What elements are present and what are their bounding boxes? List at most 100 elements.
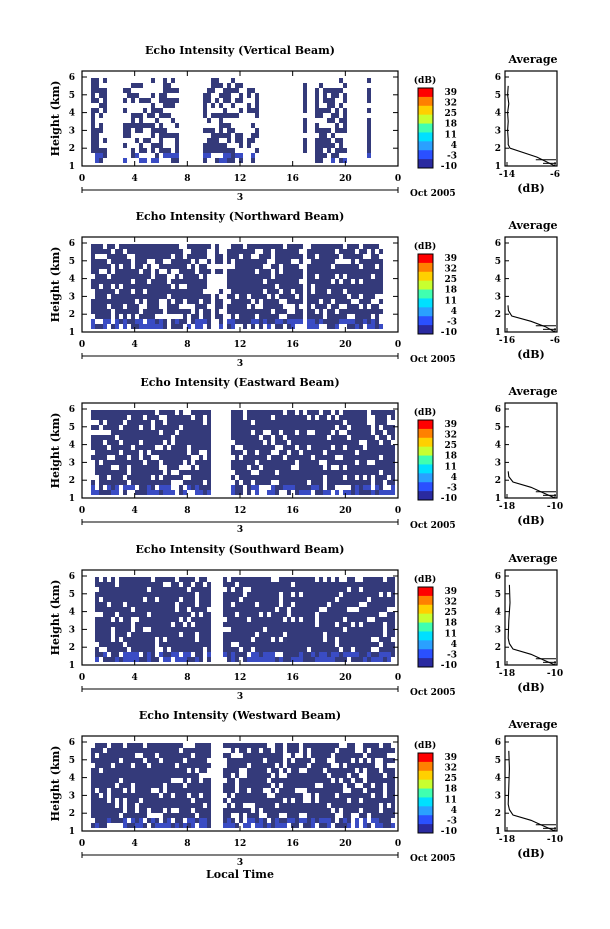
heatmap-cell [243,743,247,748]
heatmap-cell [179,607,183,612]
colorbar-swatch [418,753,433,763]
heatmap-cell [151,148,155,153]
heatmap-cell [183,577,187,582]
heatmap-cell [363,652,367,657]
heatmap-cell [231,299,235,304]
heatmap-cell [367,788,371,793]
heatmap-cell [91,284,95,289]
heatmap-cell [131,778,135,783]
heatmap-cell [203,465,207,470]
heatmap-cell [151,617,155,622]
heatmap-cell [323,410,327,415]
heatmap-cell [355,435,359,440]
heatmap-cell [183,420,187,425]
heatmap-cell [319,319,323,324]
heatmap-cell [127,657,131,662]
heatmap-cell [195,657,199,662]
heatmap-cell [135,743,139,748]
x-tick-label: 20 [339,174,352,184]
heatmap-cell [267,450,271,455]
heatmap-cell [147,430,151,435]
heatmap-cell [267,758,271,763]
heatmap-cell [271,768,275,773]
heatmap-cell [307,460,311,465]
heatmap-cell [127,264,131,269]
heatmap-cell [363,299,367,304]
heatmap-cell [359,450,363,455]
heatmap-cell [239,470,243,475]
heatmap-cell [367,440,371,445]
heatmap-cell [147,778,151,783]
heatmap-cell [175,743,179,748]
heatmap-cell [159,632,163,637]
heatmap-cell [159,279,163,284]
heatmap-cell [95,314,99,319]
heatmap-cell [363,410,367,415]
heatmap-cell [287,490,291,495]
heatmap-cell [239,93,243,98]
heatmap-cell [143,803,147,808]
heatmap-cell [379,259,383,264]
heatmap-cell [115,445,119,450]
heatmap-cell [323,88,327,93]
heatmap-cell [251,410,255,415]
heatmap-cell [179,808,183,813]
heatmap-cell [339,435,343,440]
heatmap-cell [103,148,107,153]
heatmap-cell [199,808,203,813]
heatmap-cell [343,470,347,475]
heatmap-cell [263,299,267,304]
heatmap-cell [103,607,107,612]
x-tick-label: 16 [286,673,299,683]
heatmap-cell [147,440,151,445]
heatmap-cell [151,592,155,597]
heatmap-cell [143,768,147,773]
colorbar-tick-label: 39 [444,587,457,597]
heatmap-cell [139,264,143,269]
colorbar-swatch [418,464,433,474]
heatmap-cell [255,294,259,299]
heatmap-cell [107,622,111,627]
heatmap-cell [351,249,355,254]
heatmap-cell [127,607,131,612]
heatmap-cell [347,460,351,465]
heatmap-cell [123,133,127,138]
heatmap-cell [275,823,279,828]
heatmap-cell [367,78,371,83]
heatmap-cell [275,309,279,314]
heatmap-cell [159,309,163,314]
heatmap-cell [335,284,339,289]
heatmap-cell [167,642,171,647]
heatmap-cell [95,602,99,607]
heatmap-cell [271,425,275,430]
avg-y-tick-label: 2 [495,310,501,320]
heatmap-cell [167,758,171,763]
heatmap-cell [111,430,115,435]
heatmap-cell [371,632,375,637]
heatmap-cell [123,440,127,445]
heatmap-cell [359,793,363,798]
heatmap-cell [263,450,267,455]
heatmap-cell [183,768,187,773]
heatmap-cell [163,103,167,108]
heatmap-cell [187,642,191,647]
heatmap-cell [143,622,147,627]
heatmap-cell [163,445,167,450]
heatmap-cell [351,289,355,294]
heatmap-cell [123,647,127,652]
heatmap-cell [103,818,107,823]
heatmap-cell [239,108,243,113]
heatmap-cell [359,485,363,490]
heatmap-cell [179,592,183,597]
heatmap-cell [335,773,339,778]
heatmap-cell [311,324,315,329]
heatmap-cell [123,657,127,662]
heatmap-cell [339,284,343,289]
heatmap-cell [159,783,163,788]
heatmap-cell [95,259,99,264]
heatmap-cell [223,612,227,617]
heatmap-cell [179,430,183,435]
heatmap-cell [319,632,323,637]
heatmap-cell [191,818,195,823]
heatmap-cell [175,435,179,440]
